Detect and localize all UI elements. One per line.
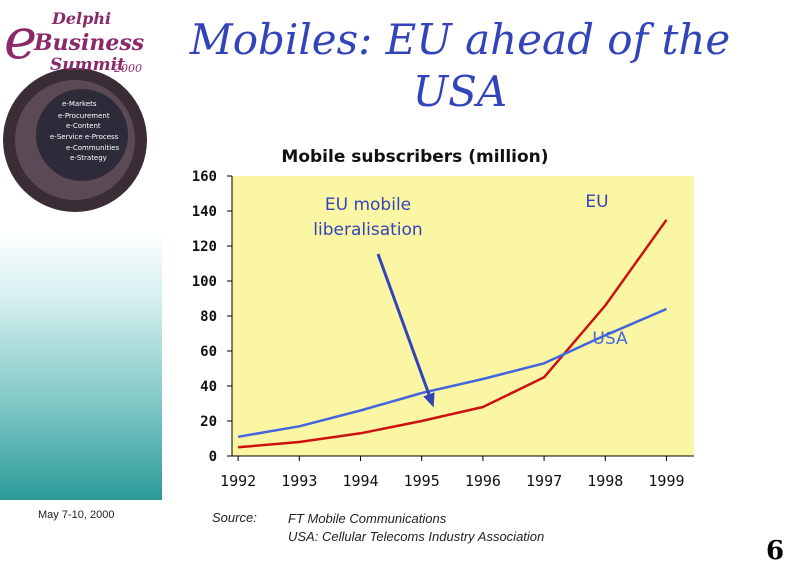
y-tick-label: 20 [200, 414, 217, 430]
logo-menu-item: e-Procurement [58, 112, 110, 120]
slide-title: Mobiles: EU ahead of the USA [180, 14, 740, 118]
series-line-eu [237, 219, 668, 449]
y-tick-label: 80 [200, 309, 217, 325]
x-tick-label: 1999 [648, 472, 684, 490]
x-tick-label: 1995 [404, 472, 440, 490]
source-label: Source: [212, 510, 257, 525]
slide-date: May 7-10, 2000 [38, 509, 115, 521]
y-tick-label: 60 [200, 344, 217, 360]
logo-menu-item: e-Markets [62, 100, 97, 108]
eu-series-label: EU [585, 192, 608, 212]
delphi-logo: e Delphi Business Summit 2000 e-Markets … [3, 7, 147, 212]
logo-menu-item: e-Service e-Process [50, 133, 119, 141]
logo-year: 2000 [113, 62, 142, 75]
logo-line1: Delphi [51, 9, 111, 28]
page-number: 6 [766, 536, 785, 566]
usa-series-label: USA [592, 329, 628, 349]
series-line-usa [237, 307, 667, 439]
slide-title-line2: USA [412, 67, 508, 116]
annotation-text-line2: liberalisation [313, 220, 422, 240]
logo-e-glyph: e [4, 7, 37, 72]
plot-area [232, 176, 694, 456]
annotation-arrowhead [423, 392, 435, 408]
chart-title: Mobile subscribers (million) [281, 147, 548, 167]
slide-title-line1: Mobiles: EU ahead of the [189, 15, 731, 64]
y-tick-label: 0 [209, 449, 217, 465]
y-tick-label: 40 [200, 379, 217, 395]
sidebar-gradient [0, 230, 162, 500]
x-tick-label: 1997 [526, 472, 562, 490]
logo-menu-item: e-Content [66, 122, 101, 130]
x-tick-label: 1994 [342, 472, 378, 490]
logo-line2: Business [33, 30, 144, 56]
annotation-text-line1: EU mobile [325, 195, 411, 215]
logo-line3: Summit [50, 55, 125, 75]
logo-menu-item: e-Communities [66, 144, 119, 152]
y-tick-label: 140 [192, 204, 217, 220]
x-tick-label: 1993 [281, 472, 317, 490]
x-tick-label: 1996 [465, 472, 501, 490]
y-tick-label: 160 [192, 169, 217, 185]
y-tick-label: 120 [192, 239, 217, 255]
logo-menu-item: e-Strategy [70, 154, 107, 162]
source-line1: FT Mobile Communications [288, 511, 447, 526]
source-line2: USA: Cellular Telecoms Industry Associat… [288, 529, 545, 544]
source-text: FT Mobile Communications USA: Cellular T… [288, 510, 544, 546]
x-tick-label: 1998 [587, 472, 623, 490]
annotation-arrow [376, 253, 431, 395]
x-tick-label: 1992 [220, 472, 256, 490]
y-tick-label: 100 [192, 274, 217, 290]
logo-globe-core [36, 89, 128, 181]
